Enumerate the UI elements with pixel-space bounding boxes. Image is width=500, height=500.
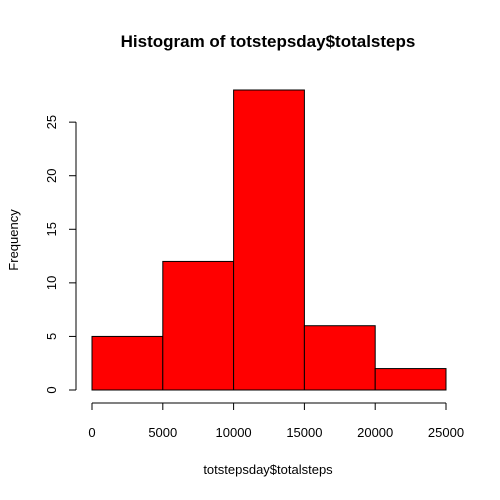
y-tick-label: 5: [44, 333, 59, 340]
histogram-bar: [303, 325, 376, 391]
y-tick-label: 20: [44, 168, 59, 182]
y-tick-label: 0: [44, 386, 59, 393]
y-tick-label: 10: [44, 276, 59, 290]
x-tick-label: 15000: [286, 425, 322, 440]
y-axis: 0 5 10 15 20 25: [44, 115, 77, 394]
y-tick-label: 15: [44, 222, 59, 236]
x-tick-label: 0: [88, 425, 95, 440]
histogram-bar: [91, 335, 164, 391]
y-axis-label: Frequency: [6, 209, 21, 271]
x-tick-label: 10000: [216, 425, 252, 440]
x-axis-label: totstepsday$totalsteps: [203, 462, 333, 477]
histogram-bar: [162, 260, 235, 391]
x-tick-label: 25000: [428, 425, 464, 440]
x-axis: 0 5000 10000 15000 20000 25000: [88, 402, 464, 440]
histogram-bar: [233, 89, 305, 391]
histogram-bar: [374, 368, 447, 391]
y-tick-label: 25: [44, 115, 59, 129]
x-tick-label: 5000: [148, 425, 177, 440]
x-tick-label: 20000: [357, 425, 393, 440]
chart-title: Histogram of totstepsday$totalsteps: [121, 32, 416, 51]
bars-group: [91, 89, 447, 391]
